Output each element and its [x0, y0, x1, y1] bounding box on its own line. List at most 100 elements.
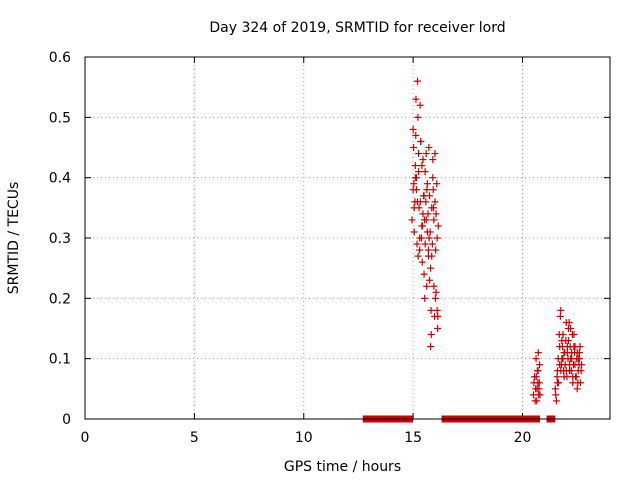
data-point — [427, 264, 435, 272]
x-axis-label: GPS time / hours — [284, 459, 401, 475]
data-point — [423, 180, 431, 188]
data-point — [416, 101, 424, 109]
data-point — [531, 397, 539, 405]
data-point — [410, 204, 418, 212]
data-point — [563, 373, 571, 381]
data-point — [413, 240, 421, 248]
data-point — [423, 282, 431, 290]
data-point — [429, 174, 437, 182]
data-point — [410, 228, 418, 236]
data-point — [557, 306, 565, 314]
data-point — [431, 198, 439, 206]
data-point — [427, 331, 435, 339]
data-point — [421, 240, 429, 248]
data-point — [434, 222, 442, 230]
data-point — [431, 294, 439, 302]
data-point — [421, 168, 429, 176]
data-point — [423, 186, 431, 194]
y-tick-label: 0 — [62, 412, 71, 428]
data-point — [553, 373, 561, 381]
data-point — [575, 349, 583, 357]
data-point — [411, 162, 419, 170]
tick-labels: 0 5 10 15 20 0 0.1 0.2 0.3 0.4 0.5 0.6 — [49, 50, 532, 446]
data-point — [574, 355, 582, 363]
data-point — [558, 337, 566, 345]
data-point — [568, 349, 576, 357]
data-point — [419, 222, 427, 230]
data-point — [564, 325, 572, 332]
data-point — [414, 113, 422, 121]
data-point — [428, 240, 436, 248]
data-point — [420, 192, 428, 200]
x-tick-label: 10 — [295, 430, 313, 446]
data-point — [432, 210, 440, 218]
data-point — [429, 204, 437, 212]
data-point — [532, 373, 540, 381]
chart-title: Day 324 of 2019, SRMTID for receiver lor… — [209, 20, 505, 36]
data-point — [414, 252, 422, 260]
data-point — [429, 156, 437, 164]
data-point — [419, 210, 427, 218]
data-point — [431, 150, 439, 158]
y-tick-label: 0.4 — [49, 171, 71, 187]
data-point — [412, 95, 420, 103]
plot-frame — [84, 56, 611, 420]
data-point — [566, 361, 574, 369]
data-point — [424, 246, 432, 254]
data-point — [572, 373, 580, 381]
data-point — [432, 246, 440, 254]
data-point — [577, 367, 585, 375]
data-point — [433, 180, 441, 188]
y-axis-label: SRMTID / TECUs — [6, 182, 22, 295]
y-tick-label: 0.1 — [49, 352, 71, 368]
data-point — [416, 246, 424, 254]
data-point — [557, 367, 565, 375]
grid-lines — [85, 57, 610, 419]
data-point — [415, 168, 423, 176]
data-point — [552, 391, 560, 399]
data-point — [409, 125, 417, 133]
data-point — [412, 131, 420, 139]
data-point — [563, 343, 571, 351]
data-point — [433, 306, 441, 314]
data-point — [535, 379, 543, 387]
data-point — [421, 294, 429, 302]
data-point — [573, 385, 581, 393]
data-point — [432, 288, 440, 296]
y-tick-label: 0.2 — [49, 291, 71, 307]
data-point — [422, 216, 430, 224]
data-point — [434, 312, 442, 320]
data-point — [430, 282, 438, 290]
data-point — [423, 228, 431, 236]
data-point — [408, 216, 416, 224]
data-point — [534, 349, 542, 357]
data-point — [559, 355, 567, 363]
data-point — [574, 379, 582, 387]
x-tick-label: 0 — [81, 430, 90, 446]
data-point — [416, 198, 424, 206]
data-point — [414, 77, 421, 85]
data-point — [427, 343, 435, 351]
data-point — [422, 150, 430, 158]
data-point — [570, 331, 578, 339]
data-point — [411, 174, 419, 182]
data-point — [415, 150, 423, 158]
data-point — [418, 258, 426, 266]
data-point — [420, 270, 428, 278]
y-tick-label: 0.3 — [49, 231, 71, 247]
data-point — [419, 156, 427, 164]
x-tick-label: 5 — [190, 430, 199, 446]
data-point — [551, 385, 559, 393]
data-point — [412, 186, 420, 194]
data-point — [552, 397, 560, 405]
x-tick-label: 20 — [514, 430, 532, 446]
data-point — [428, 252, 436, 260]
data-point — [555, 331, 563, 339]
data-point — [417, 137, 425, 145]
data-point — [433, 234, 441, 242]
data-point — [425, 234, 433, 242]
data-point — [427, 306, 435, 314]
data-point — [556, 312, 564, 320]
